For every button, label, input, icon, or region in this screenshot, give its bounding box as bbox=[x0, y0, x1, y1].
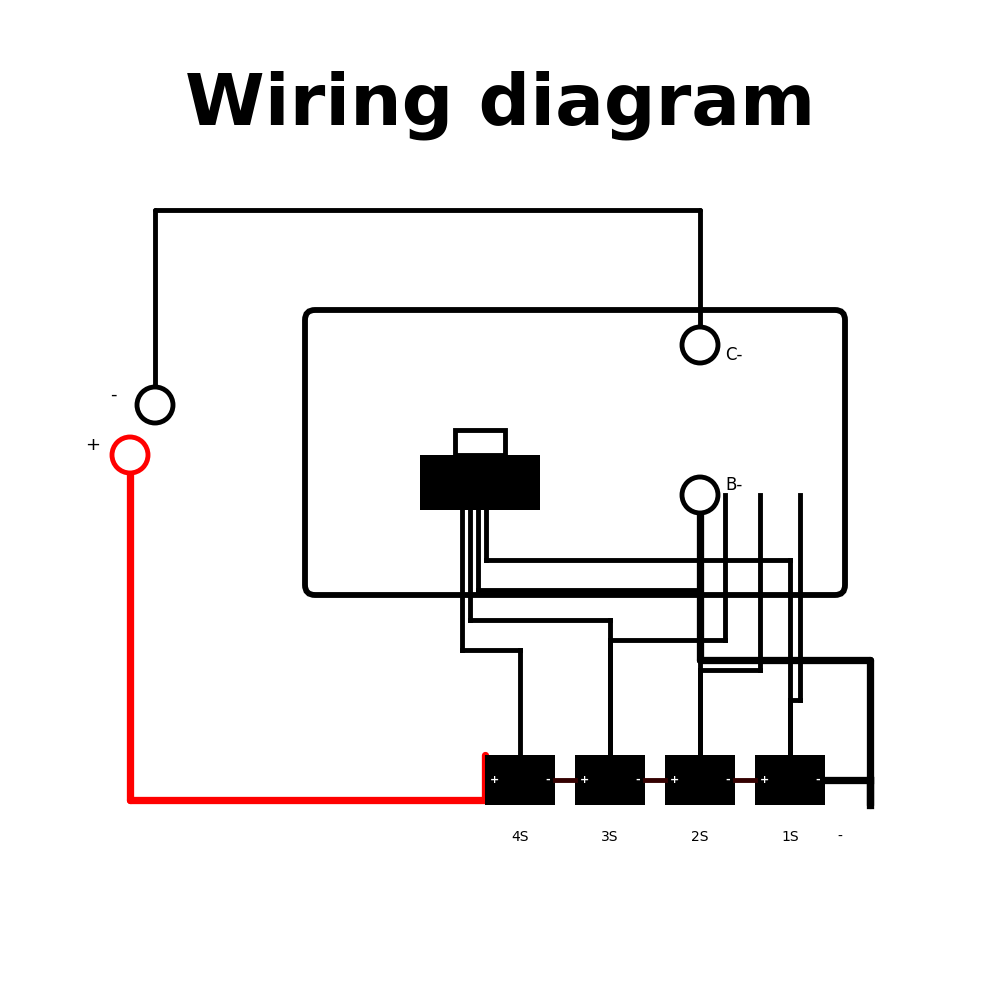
Bar bbox=[485, 755, 555, 805]
Text: Wiring diagram: Wiring diagram bbox=[185, 70, 815, 139]
FancyBboxPatch shape bbox=[305, 310, 845, 595]
Text: 2S: 2S bbox=[691, 830, 709, 844]
Circle shape bbox=[137, 387, 173, 423]
Text: +: + bbox=[490, 775, 499, 785]
Bar bbox=[420, 455, 540, 510]
Text: -: - bbox=[725, 775, 730, 785]
Text: -: - bbox=[545, 775, 550, 785]
Text: 3S: 3S bbox=[601, 830, 619, 844]
Text: -: - bbox=[815, 775, 820, 785]
Text: B-: B- bbox=[725, 476, 742, 494]
Text: -: - bbox=[837, 830, 842, 844]
Text: C-: C- bbox=[725, 346, 742, 364]
Text: +: + bbox=[85, 436, 100, 454]
Text: -: - bbox=[635, 775, 640, 785]
Text: +: + bbox=[670, 775, 679, 785]
Bar bbox=[455, 430, 505, 455]
Text: 4S: 4S bbox=[511, 830, 529, 844]
Text: +: + bbox=[760, 775, 769, 785]
Circle shape bbox=[682, 477, 718, 513]
Bar bbox=[755, 755, 825, 805]
Circle shape bbox=[682, 327, 718, 363]
Bar bbox=[665, 755, 735, 805]
Circle shape bbox=[112, 437, 148, 473]
Bar bbox=[575, 755, 645, 805]
Text: +: + bbox=[580, 775, 589, 785]
Text: -: - bbox=[110, 386, 116, 404]
Text: 1S: 1S bbox=[781, 830, 799, 844]
